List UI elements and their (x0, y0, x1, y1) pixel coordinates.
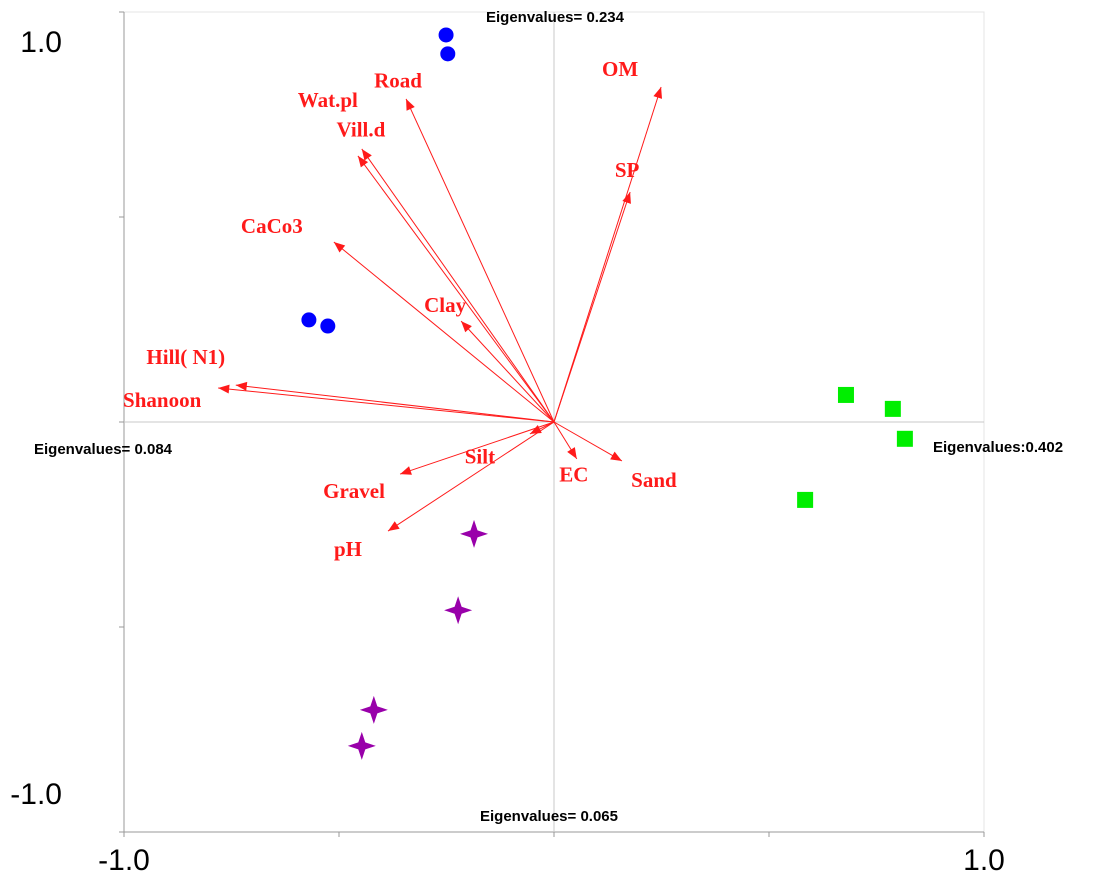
vector-line (460, 320, 555, 423)
vector: SP (553, 158, 640, 423)
vector-head (406, 98, 415, 111)
vector-line (387, 421, 555, 532)
y-tick-label: -1.0 (10, 778, 62, 811)
vector-head (567, 447, 577, 459)
point (347, 731, 376, 760)
vector-label: pH (334, 537, 362, 561)
vector: Clay (424, 293, 555, 423)
vector: Sand (553, 421, 677, 492)
x-tick-label: 1.0 (963, 844, 1005, 877)
vector: Shanoon (123, 384, 555, 423)
vector-head (235, 381, 248, 391)
vector-label: Silt (465, 445, 495, 469)
eigenvalue-annotation: Eigenvalues= 0.065 (480, 808, 618, 825)
vector-line (405, 98, 555, 423)
vector-label: Gravel (323, 479, 385, 503)
point (301, 312, 317, 328)
vector-line (553, 86, 662, 423)
vector-line (333, 241, 555, 423)
vector: pH (334, 421, 555, 561)
vector-head (388, 521, 400, 532)
vector-head (622, 191, 631, 204)
vector-line (218, 387, 555, 423)
vector-line (399, 421, 555, 475)
vector-head (461, 321, 472, 333)
point (359, 695, 388, 724)
vector-label: CaCo3 (241, 214, 303, 238)
vector-label: SP (615, 158, 640, 182)
vector: Wat.pl (298, 88, 555, 423)
vector-line (361, 148, 555, 423)
point (438, 27, 454, 43)
vector-head (218, 384, 230, 394)
vector: OM (553, 57, 663, 423)
vector-line (553, 191, 631, 423)
point (896, 430, 913, 447)
vector: Road (374, 69, 555, 423)
vector-head (357, 155, 369, 168)
y-tick-label: 1.0 (20, 26, 62, 59)
vector: Gravel (323, 421, 555, 503)
point (797, 491, 814, 508)
vector-label: Wat.pl (298, 88, 358, 112)
vector-label: Vill.d (337, 118, 386, 142)
vector-label: Sand (631, 468, 677, 492)
vector-head (653, 87, 663, 99)
vector-label: Clay (424, 293, 467, 317)
vector-head (610, 451, 622, 461)
eigenvalue-annotation: Eigenvalues= 0.234 (486, 9, 625, 26)
vector-label: Shanoon (123, 388, 202, 412)
vector-line (357, 155, 555, 423)
vector-head (361, 148, 372, 161)
point (444, 596, 473, 625)
vector-line (235, 384, 555, 423)
eigenvalue-annotation: Eigenvalues= 0.084 (34, 441, 173, 458)
vector: CaCo3 (241, 214, 555, 423)
vector-label: OM (602, 57, 638, 81)
vector-line (553, 421, 623, 462)
vector-label: Hill( N1) (146, 345, 225, 369)
vector-head (400, 466, 412, 475)
vector-label: Road (374, 69, 422, 93)
vector-head (333, 242, 346, 253)
vector: Silt (465, 421, 555, 469)
vector: EC (553, 421, 588, 487)
vector: Vill.d (337, 118, 555, 423)
eigenvalue-annotation: Eigenvalues:0.402 (933, 439, 1063, 456)
point (837, 386, 854, 403)
point (884, 400, 901, 417)
vector: Hill( N1) (146, 345, 555, 423)
point (460, 519, 489, 548)
x-tick-label: -1.0 (98, 844, 150, 877)
point (440, 46, 456, 62)
vector-label: EC (559, 463, 588, 487)
point (320, 318, 336, 334)
